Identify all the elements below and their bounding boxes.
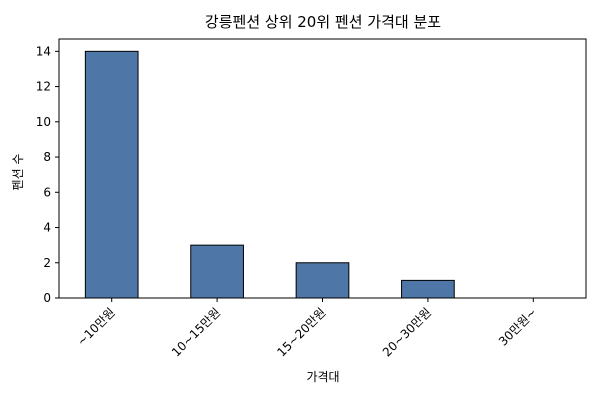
bar-1 <box>190 244 244 299</box>
y-tick-label: 8 <box>43 150 51 164</box>
x-tick-label: 10~15만원 <box>169 305 223 359</box>
plot-area: 0 2 4 6 8 10 12 14 ~10만원 10~15만원 15~20만원 20~30만원 30만… <box>36 38 587 359</box>
x-tick-label: ~10만원 <box>74 305 117 348</box>
y-tick-label: 6 <box>43 185 51 199</box>
bar-2 <box>295 262 350 299</box>
x-tick-label: 15~20만원 <box>274 305 328 359</box>
x-axis-label: 가격대 <box>306 370 339 384</box>
y-tick-label: 10 <box>36 115 51 129</box>
x-tick-label: 20~30만원 <box>380 305 434 359</box>
bar-0 <box>84 50 139 299</box>
chart-title: 강릉펜션 상위 20위 펜션 가격대 분포 <box>205 13 441 31</box>
x-tick-label: 30만원~ <box>496 305 539 348</box>
y-axis-label: 펜션 수 <box>11 154 25 191</box>
y-tick-label: 2 <box>43 256 51 270</box>
y-tick-label: 12 <box>36 80 51 94</box>
y-tick-label: 0 <box>43 291 51 305</box>
y-tick-label: 4 <box>43 221 51 235</box>
bar-3 <box>401 279 455 299</box>
y-tick-label: 14 <box>36 44 51 58</box>
